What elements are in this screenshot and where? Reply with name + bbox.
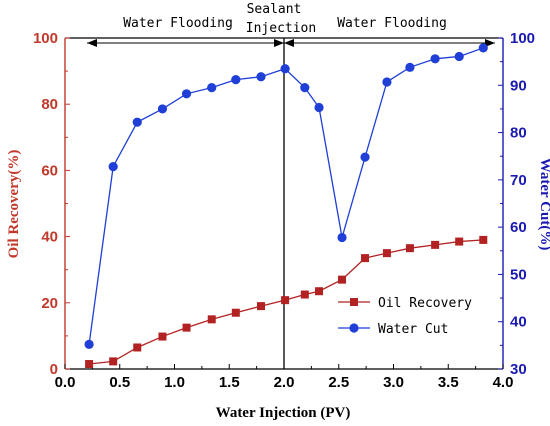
oil-recovery-point — [182, 323, 191, 332]
phase-annotations: Water Flooding Sealant Injection Water F… — [123, 2, 447, 36]
y-left-axis-title: Oil Recovery(%) — [6, 150, 22, 259]
x-axis: 0.0 0.5 1.0 1.5 2.0 2.5 3.0 3.5 4.0 — [55, 364, 514, 391]
y-right-tick-label: 100 — [510, 30, 535, 47]
y-right-axis: 30 40 50 60 70 80 90 100 — [498, 30, 535, 378]
oil-recovery-point — [257, 302, 266, 311]
water-cut-point — [280, 64, 290, 74]
oil-recovery-line — [89, 239, 484, 365]
series-lines — [88, 47, 484, 365]
right-phase-arrowhead-left — [284, 39, 294, 47]
y-left-tick-label: 0 — [50, 361, 58, 378]
water-cut-point — [207, 83, 217, 93]
y-right-tick-label: 50 — [510, 266, 527, 283]
water-cut-point — [256, 72, 266, 82]
oil-recovery-point — [315, 287, 324, 296]
y-left-tick-label: 40 — [41, 229, 58, 246]
x-tick-label: 4.0 — [493, 374, 514, 391]
axis-titles: Water Injection (PV) Oil Recovery(%) Wat… — [6, 150, 550, 421]
oil-recovery-point — [338, 275, 347, 284]
water-cut-point — [430, 54, 440, 64]
water-cut-point — [382, 77, 392, 87]
annotation-left-phase: Water Flooding — [123, 16, 233, 31]
y-left-tick-label: 80 — [41, 96, 58, 113]
water-cut-point — [478, 43, 488, 53]
y-right-tick-label: 70 — [510, 172, 527, 189]
water-cut-point — [300, 83, 310, 93]
oil-recovery-point — [133, 343, 142, 352]
y-right-axis-title: Water Cut(%) — [537, 158, 550, 251]
y-left-tick-label: 20 — [41, 295, 58, 312]
water-cut-point — [157, 104, 168, 114]
legend-marker-oil-recovery — [350, 298, 358, 306]
left-phase-arrowhead-right — [274, 39, 284, 47]
legend-marker-water-cut — [349, 323, 359, 333]
water-cut-point — [314, 102, 324, 113]
x-axis-title: Water Injection (PV) — [216, 405, 351, 421]
x-tick-label: 2.5 — [328, 374, 349, 391]
water-cut-point — [181, 89, 192, 99]
water-cut-point — [108, 162, 118, 172]
annotation-right-phase: Water Flooding — [337, 16, 447, 31]
water-cut-point — [360, 152, 370, 162]
oil-recovery-point — [479, 235, 488, 244]
oil-recovery-point — [231, 308, 240, 317]
x-tick-label: 2.0 — [274, 374, 295, 391]
left-phase-arrowhead — [87, 39, 97, 47]
water-cut-point — [405, 62, 415, 72]
oil-recovery-point — [109, 357, 118, 366]
x-tick-label: 0.5 — [109, 374, 130, 391]
oil-recovery-point — [281, 296, 290, 305]
legend-label-water-cut: Water Cut — [378, 322, 448, 337]
right-phase-arrowhead — [485, 39, 495, 47]
y-left-tick-label: 60 — [41, 162, 58, 179]
water-cut-point — [84, 339, 94, 350]
water-cut-point — [132, 117, 142, 127]
phase-divider — [87, 38, 495, 369]
oil-recovery-point — [158, 332, 167, 341]
series-markers — [84, 43, 488, 369]
water-cut-point — [231, 75, 241, 85]
oil-recovery-point — [431, 240, 440, 249]
annotation-injection: Injection — [246, 21, 316, 36]
y-left-tick-label: 100 — [33, 30, 58, 47]
oil-recovery-point — [405, 244, 414, 253]
y-right-tick-label: 30 — [510, 361, 527, 378]
x-tick-label: 0.0 — [55, 374, 76, 391]
legend: Oil Recovery Water Cut — [338, 296, 472, 337]
oil-recovery-point — [382, 249, 391, 258]
y-right-tick-label: 40 — [510, 314, 527, 331]
y-right-tick-label: 80 — [510, 125, 527, 142]
oil-recovery-point — [85, 360, 94, 369]
water-cut-point — [337, 232, 347, 243]
x-tick-label: 3.5 — [438, 374, 459, 391]
oil-recovery-point — [300, 290, 309, 299]
water-cut-point — [454, 51, 464, 62]
annotation-sealant: Sealant — [247, 2, 302, 17]
x-tick-label: 1.0 — [164, 374, 185, 391]
legend-label-oil-recovery: Oil Recovery — [378, 296, 472, 311]
oil-recovery-point — [455, 237, 464, 246]
x-tick-label: 3.0 — [383, 374, 404, 391]
y-right-tick-label: 60 — [510, 219, 527, 236]
oil-recovery-point — [207, 315, 216, 324]
y-left-axis: 0 20 40 60 80 100 — [33, 30, 70, 378]
y-right-tick-label: 90 — [510, 77, 527, 94]
oil-recovery-point — [361, 254, 370, 263]
x-tick-label: 1.5 — [219, 374, 240, 391]
